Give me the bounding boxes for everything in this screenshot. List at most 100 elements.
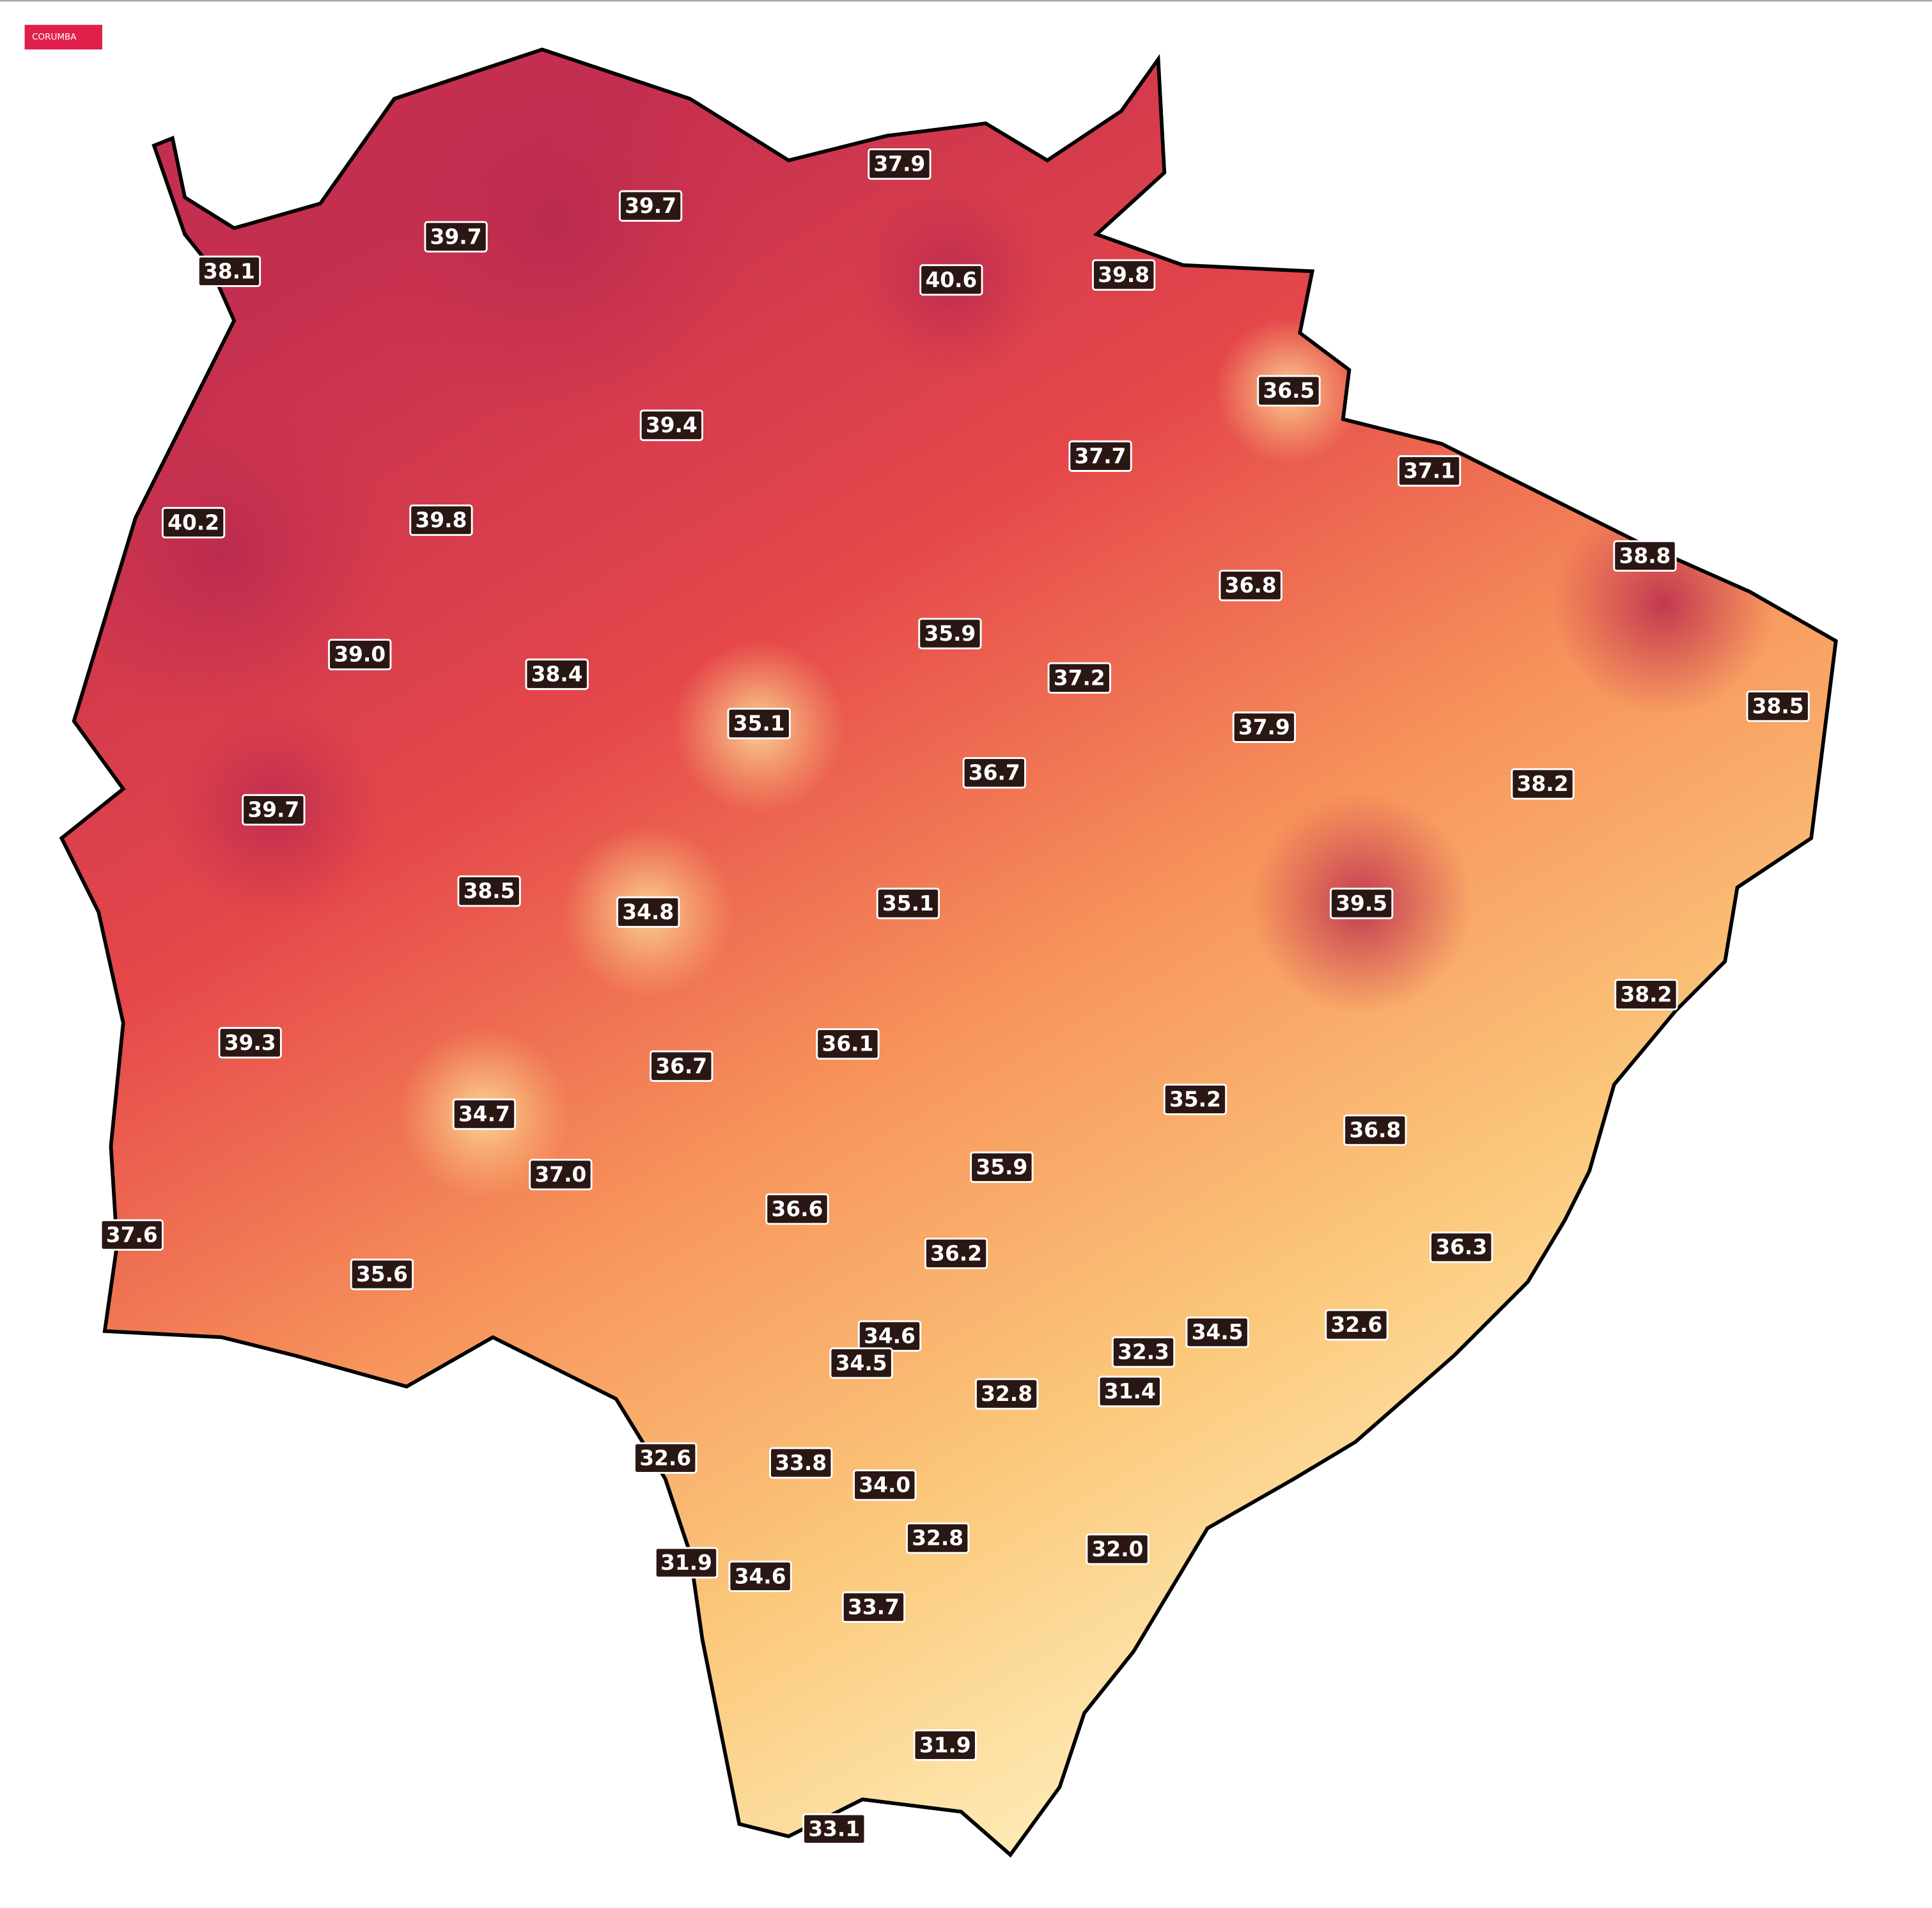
station-badge [1257,375,1321,407]
tag-badge [24,24,102,50]
station-badge [841,1591,906,1623]
station-value: 36.3 [1435,1235,1487,1260]
station-badge [1232,711,1297,743]
station-badge [218,1027,282,1059]
station-value: 38.8 [1619,543,1671,568]
station-value: 36.6 [772,1197,823,1221]
station-value: 39.5 [1336,891,1387,916]
station-badge [919,264,983,296]
station-value: 32.6 [639,1446,691,1470]
station-value: 40.6 [925,268,977,292]
station-badge [1111,1336,1176,1368]
station-badge [802,1813,866,1845]
tag-label: CORUMBA [32,32,77,42]
station-badge [1343,1114,1407,1146]
station-value: 33.8 [775,1451,827,1475]
station-value: 39.3 [224,1031,276,1055]
station-badge [409,504,473,536]
station-badge [1098,1375,1162,1407]
station-badge [970,1151,1034,1183]
station-value: 39.0 [334,643,386,667]
station-value: 38.2 [1620,983,1672,1007]
station-value: 31.9 [919,1733,971,1757]
station-badge [924,1237,988,1269]
station-badge [197,255,261,287]
station-badge [1398,455,1461,487]
station-badge [829,1347,893,1379]
station-value: 35.1 [733,712,785,736]
station-value: 32.3 [1118,1340,1169,1365]
station-value: 35.1 [882,891,934,916]
station-value: 36.7 [655,1054,707,1078]
station-value: 39.7 [430,224,482,249]
station-value: 38.4 [531,662,583,687]
station-badge [1511,768,1575,800]
station-badge [962,757,1026,789]
station-badge [1086,1533,1149,1565]
station-value: 31.4 [1104,1379,1156,1404]
station-badge [974,1378,1039,1410]
station-badge [1185,1317,1249,1349]
station-badge [1068,440,1132,472]
station-badge [1614,979,1678,1011]
station-badge [1325,1309,1389,1341]
hotspot [357,49,752,419]
station-badge [727,708,791,740]
station-badge [424,221,488,253]
station-value: 37.7 [1075,444,1126,468]
station-value: 35.2 [1169,1087,1221,1111]
station-labels: 37.9 39.7 39.7 38.1 40.6 39.8 36.5 39.4 37.7 37.1… [100,148,1810,1845]
station-badge [1746,691,1810,723]
station-value: 35.9 [924,622,976,646]
station-value: 38.2 [1517,772,1569,796]
hotspot [61,382,394,728]
station-badge [639,409,704,441]
station-badge [1047,662,1111,694]
station-value: 36.8 [1225,574,1277,598]
station-value: 37.2 [1054,666,1105,690]
station-badge [616,896,680,928]
station-value: 32.0 [1092,1537,1144,1561]
station-value: 34.5 [1192,1320,1243,1345]
station-badge [1330,888,1394,919]
station-value: 37.6 [106,1223,158,1247]
station-value: 31.9 [660,1551,712,1575]
station-value: 34.6 [864,1324,915,1348]
station-value: 34.0 [859,1473,910,1497]
station-badge [1430,1232,1493,1263]
station-value: 32.6 [1331,1313,1383,1337]
station-value: 36.2 [930,1241,982,1265]
station-badge [1163,1083,1227,1115]
station-badge [1613,540,1677,572]
station-value: 33.7 [848,1595,900,1619]
station-value: 39.7 [625,194,676,218]
station-badge [618,190,683,222]
station-value: 34.8 [622,900,674,924]
station-badge [1219,570,1282,602]
station-value: 36.5 [1263,379,1315,403]
station-badge [242,794,306,826]
station-badge [100,1219,164,1251]
station-value: 33.1 [808,1817,860,1841]
station-value: 38.5 [1752,694,1804,719]
station-badge [876,888,940,919]
station-badge [452,1098,517,1130]
station-value: 37.0 [535,1162,587,1187]
station-badge [913,1729,977,1761]
station-value: 36.7 [969,761,1020,785]
station-badge [525,658,589,691]
station-badge [906,1522,970,1554]
station-value: 34.6 [735,1564,786,1588]
station-value: 37.9 [1238,715,1290,739]
station-badge [769,1447,833,1479]
station-badge [868,148,931,180]
station-badge [654,1547,719,1579]
station-value: 40.2 [167,510,219,535]
station-value: 38.5 [464,879,515,903]
station-value: 39.8 [1098,263,1149,287]
station-value: 36.1 [822,1032,874,1056]
station-value: 36.8 [1349,1118,1401,1143]
station-value: 32.8 [981,1382,1032,1406]
